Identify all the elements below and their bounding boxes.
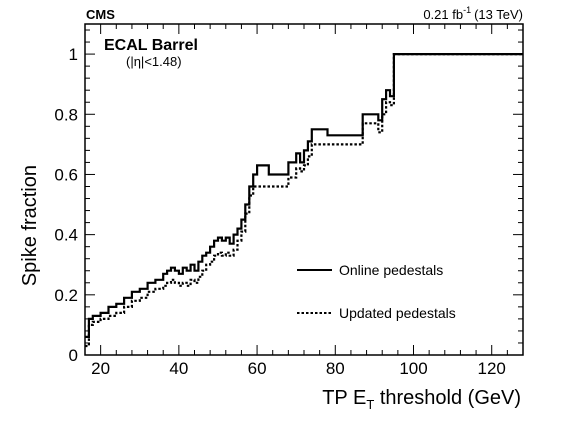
y-tick-label: 0.8 [54, 105, 78, 124]
tick-layer: 20 40 60 80 100 120 0 0.2 0.4 0.6 0.8 1 [54, 24, 524, 378]
series-line-updated-pedestals [85, 53, 523, 348]
lumi-exponent: -1 [463, 5, 471, 15]
y-tick-label: 0.4 [54, 226, 78, 245]
annotation-subtitle: (|η|<1.48) [126, 54, 182, 69]
y-tick-label: 0 [69, 346, 78, 365]
series-line-online-pedestals [85, 53, 523, 338]
experiment-label: CMS [86, 7, 115, 22]
plot-frame [84, 23, 524, 356]
x-tick-label: 80 [326, 359, 345, 378]
x-tick-label: 40 [169, 359, 188, 378]
luminosity-label: 0.21 fb-1 (13 TeV) [423, 5, 523, 22]
x-tick-label: 120 [478, 359, 506, 378]
y-tick-label: 1 [69, 45, 78, 64]
x-tick-label: 20 [91, 359, 110, 378]
y-axis-title: Spike fraction [19, 165, 41, 286]
annotation-title: ECAL Barrel [104, 37, 198, 54]
y-tick-label: 0.2 [54, 286, 78, 305]
legend-label-online-pedestals: Online pedestals [339, 262, 443, 278]
y-tick-label: 0.6 [54, 165, 78, 184]
x-axis-title-rest: threshold (GeV) [374, 387, 521, 409]
x-tick-label: 100 [399, 359, 427, 378]
lumi-energy: (13 TeV) [474, 7, 523, 22]
x-axis-title: TP ET threshold (GeV) [322, 387, 521, 412]
x-axis-title-subscript: T [366, 397, 374, 412]
x-tick-label: 60 [248, 359, 267, 378]
x-axis-title-main: TP E [322, 387, 366, 409]
legend-label-updated-pedestals: Updated pedestals [339, 305, 456, 321]
series-layer [85, 53, 523, 348]
lumi-value: 0.21 fb [423, 7, 463, 22]
